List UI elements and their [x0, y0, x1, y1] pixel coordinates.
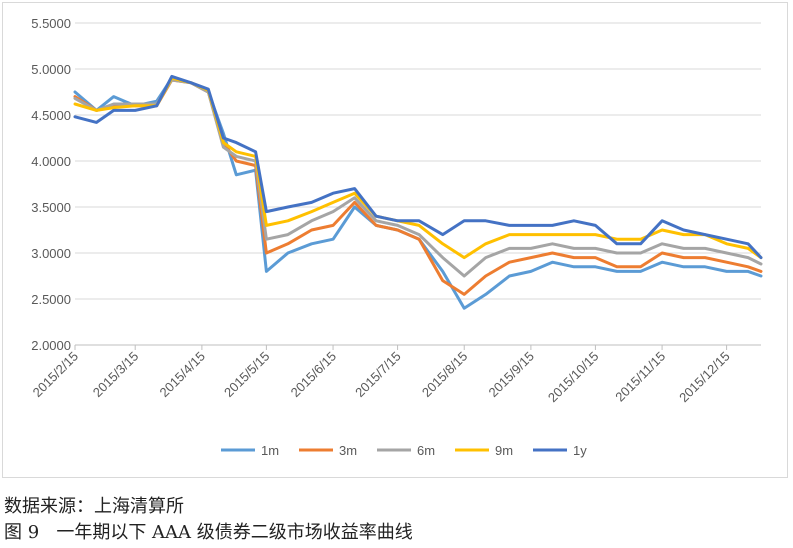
y-tick-label: 4.5000 [31, 108, 71, 123]
x-tick-label: 2015/10/15 [545, 349, 602, 406]
y-tick-label: 3.0000 [31, 246, 71, 261]
x-tick-label: 2015/2/15 [30, 349, 82, 401]
x-tick-label: 2015/4/15 [156, 349, 208, 401]
series-line-9m [73, 76, 763, 260]
y-tick-label: 2.5000 [31, 292, 71, 307]
y-tick-label: 2.0000 [31, 338, 71, 353]
legend-label-3m: 3m [339, 443, 357, 458]
series-line-1y [73, 74, 763, 260]
y-tick-label: 5.0000 [31, 62, 71, 77]
series-line-3m [73, 78, 763, 296]
chart-frame: 2.0000 2.5000 3.0000 3.5000 4.0000 4.5000 5.00… [2, 2, 788, 478]
y-tick-label: 3.5000 [31, 200, 71, 215]
x-tick-label: 2015/11/15 [612, 349, 668, 405]
x-tick-label: 2015/8/15 [419, 349, 471, 401]
yield-curve-chart: 2.0000 2.5000 3.0000 3.5000 4.0000 4.5000 5.00… [30, 16, 763, 458]
y-tick-label: 5.5000 [31, 16, 71, 31]
figure-caption: 图 9 一年期以下 AAA 级债券二级市场收益率曲线 [4, 522, 413, 543]
x-tick-label: 2015/6/15 [288, 349, 340, 401]
legend-label-6m: 6m [417, 443, 435, 458]
series-lines [73, 74, 763, 310]
source-note: 数据来源：上海清算所 [4, 496, 184, 517]
y-tick-label: 4.0000 [31, 154, 71, 169]
x-tick-label: 2015/9/15 [486, 349, 538, 401]
x-tick-label: 2015/12/15 [676, 349, 733, 406]
x-tick-label: 2015/3/15 [90, 349, 142, 401]
series-line-1m [73, 76, 763, 310]
x-axis: 2015/2/15 2015/3/15 2015/4/15 2015/5/15 2015… [30, 345, 733, 405]
gridlines [75, 22, 761, 346]
y-axis-ticks: 2.0000 2.5000 3.0000 3.5000 4.0000 4.5000 5.00… [31, 16, 71, 353]
series-line-6m [73, 78, 763, 278]
legend-label-1y: 1y [573, 443, 587, 458]
legend-label-9m: 9m [495, 443, 513, 458]
x-tick-label: 2015/7/15 [352, 349, 404, 401]
legend: 1m 3m 6m 9m 1y [221, 443, 587, 458]
x-tick-label: 2015/5/15 [221, 349, 273, 401]
legend-label-1m: 1m [261, 443, 279, 458]
